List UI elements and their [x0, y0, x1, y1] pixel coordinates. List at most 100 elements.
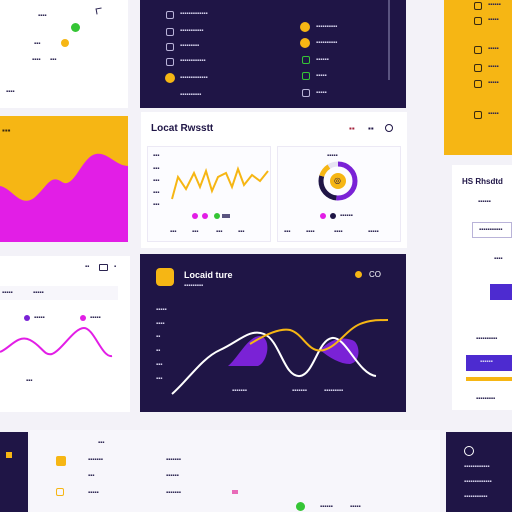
list-icon — [302, 56, 310, 64]
yellow-marker — [6, 452, 12, 458]
magenta-line-chart — [0, 326, 113, 357]
status-dot-green — [71, 23, 80, 32]
text-field[interactable]: ▪▪▪▪▪▪▪▪▪▪▪ — [472, 222, 512, 238]
list-icon — [166, 58, 174, 66]
y-label: ▪▪▪ — [156, 362, 163, 368]
strip-item[interactable]: ▪▪▪▪▪ — [350, 504, 361, 510]
legend-dot — [80, 315, 86, 321]
list-item[interactable]: ▪▪▪▪▪▪▪▪▪▪ — [316, 40, 338, 46]
card-row: ▪▪▪ — [34, 41, 41, 47]
list-item[interactable]: ▪▪▪▪▪▪▪▪▪▪▪▪ — [464, 464, 490, 470]
status-dot-yellow — [355, 271, 362, 278]
donut-label: ▪▪▪▪▪ — [327, 153, 338, 159]
list-item[interactable]: ▪▪▪▪▪ — [488, 46, 499, 52]
list-row[interactable]: ▪▪▪▪▪ ▪▪▪▪▪ — [0, 286, 118, 300]
list-item[interactable]: ▪▪▪▪▪ — [488, 111, 499, 117]
top-dark-panel: ▪▪▪▪▪▪▪▪▪▪▪▪▪ ▪▪▪▪▪▪▪▪▪▪▪ ▪▪▪▪▪▪▪▪▪ ▪▪▪▪… — [140, 0, 406, 108]
axis-label: ▪▪▪ — [153, 190, 160, 196]
image-icon[interactable] — [99, 264, 108, 271]
status-dot-yellow — [61, 39, 69, 47]
header-icons[interactable]: ▪▪ — [349, 124, 355, 133]
axis-label: ▪▪▪ — [153, 178, 160, 184]
status-dot-green — [296, 502, 305, 511]
right-white-panel: HS Rhsdtd ▪▪▪▪▪▪ ▪▪▪▪▪▪▪▪▪▪▪ ▪▪▪▪ ▪▪▪▪▪▪… — [452, 165, 512, 410]
axis-label: ▪▪▪ — [153, 166, 160, 172]
x-label: ▪▪▪▪▪▪▪ — [232, 388, 247, 394]
legend-dot — [214, 213, 220, 219]
list-item[interactable]: ▪▪▪▪▪ — [316, 73, 327, 79]
accent-bar[interactable] — [490, 284, 512, 300]
list-item[interactable]: ▪▪▪▪▪ — [488, 17, 499, 23]
list-item[interactable]: ▪▪▪▪▪▪ — [488, 2, 501, 8]
panel-link[interactable]: ▪▪▪▪▪▪▪▪▪▪ — [476, 336, 498, 342]
card-row: ▪▪▪ — [50, 57, 57, 63]
y-label: ▪▪ — [156, 334, 161, 340]
list-icon — [474, 46, 482, 54]
strip-item[interactable]: ▪▪▪ — [88, 473, 95, 479]
list-item[interactable]: ▪▪▪▪▪▪▪▪▪▪ — [316, 24, 338, 30]
list-item[interactable]: ▪▪▪▪▪▪▪▪▪▪ — [180, 92, 202, 98]
page-title: Locat Rwsstt — [151, 123, 214, 134]
x-label: ▪▪▪▪▪▪▪ — [292, 388, 307, 394]
row-label: ▪▪▪▪▪ — [34, 315, 45, 321]
card-title: Locaid ture — [184, 270, 233, 280]
x-tick: ▪▪▪ — [238, 229, 245, 235]
panel-caption: ▪▪▪▪ — [494, 256, 503, 262]
list-row[interactable]: ▪▪▪▪▪ ▪▪▪▪▪ — [0, 311, 118, 325]
row-label: ▪▪▪▪▪ — [2, 290, 13, 296]
list-icon[interactable] — [56, 488, 64, 496]
list-item[interactable]: ▪▪▪▪▪▪▪▪▪▪▪▪▪ — [180, 11, 208, 17]
list-item[interactable]: ▪▪▪▪▪▪▪▪▪ — [180, 43, 200, 49]
button-label: ▪▪▪▪▪▪ — [480, 359, 493, 365]
header-icons[interactable]: ▪▪ — [368, 124, 374, 133]
x-tick: ▪▪▪ — [284, 229, 291, 235]
strip-item[interactable]: ▪▪▪▪▪▪▪ — [166, 490, 181, 496]
chart-controls[interactable]: CO — [369, 270, 381, 279]
list-item[interactable]: ▪▪▪▪▪ — [316, 90, 327, 96]
x-tick: ▪▪▪ — [192, 229, 199, 235]
smiley-icon — [165, 73, 175, 83]
strip-item[interactable]: ▪▪▪▪▪▪ — [166, 473, 179, 479]
list-item[interactable]: ▪▪▪▪▪▪▪▪▪▪▪ — [464, 494, 488, 500]
header-icon[interactable]: ▪ — [114, 264, 117, 270]
list-item[interactable]: ▪▪▪▪▪▪▪▪▪▪▪▪▪ — [180, 75, 208, 81]
app-icon[interactable] — [56, 456, 66, 466]
y-label: ▪▪▪▪▪ — [156, 307, 167, 313]
cursor-icon — [95, 7, 103, 15]
strip-item[interactable]: ▪▪▪▪▪▪▪ — [88, 457, 103, 463]
strip-item[interactable]: ▪▪▪▪▪▪▪ — [166, 457, 181, 463]
x-tick: ▪▪▪ — [170, 229, 177, 235]
smiley-icon — [464, 446, 474, 456]
list-icon — [474, 64, 482, 72]
list-item[interactable]: ▪▪▪▪▪ — [488, 64, 499, 70]
card-subtitle: ▪▪▪▪▪▪▪▪▪ — [184, 283, 204, 289]
dark-chart-card: Locaid ture ▪▪▪▪▪▪▪▪▪ CO ▪▪▪▪▪ ▪▪▪▪ ▪▪ ▪… — [140, 254, 406, 412]
list-icon — [302, 89, 310, 97]
donut-chart-panel: ▪▪▪▪▪ ◎ ▪▪▪▪▪▪ ▪▪▪ ▪▪▪▪ ▪▪▪▪ ▪▪▪▪▪ — [277, 146, 401, 242]
primary-button[interactable]: ▪▪▪▪▪▪ — [466, 355, 512, 371]
yellow-bar — [466, 377, 512, 381]
list-item[interactable]: ▪▪▪▪▪ — [488, 80, 499, 86]
list-item[interactable]: ▪▪▪▪▪▪▪▪▪▪▪ — [180, 28, 204, 34]
panel-subtitle: ▪▪▪▪▪▪ — [478, 199, 491, 205]
legend-dot — [330, 213, 336, 219]
pink-marker — [232, 490, 238, 494]
magenta-wave-card: ▪▪▪ — [0, 116, 128, 242]
list-item[interactable]: ▪▪▪▪▪▪▪▪▪▪▪▪▪ — [464, 479, 492, 485]
legend-dot — [192, 213, 198, 219]
refresh-icon[interactable] — [385, 124, 393, 132]
strip-item[interactable]: ▪▪▪▪▪ — [88, 490, 99, 496]
panel-footer: ▪▪▪▪▪▪▪▪▪ — [476, 396, 496, 402]
list-item[interactable]: ▪▪▪▪▪▪▪▪▪▪▪▪ — [180, 58, 206, 64]
card-footer: ▪▪▪▪ — [6, 89, 15, 95]
smiley-icon — [300, 38, 310, 48]
card-row: ▪▪▪▪ — [38, 13, 47, 19]
header-icon[interactable]: ▪▪ — [85, 264, 90, 270]
list-item[interactable]: ▪▪▪▪▪▪ — [316, 57, 329, 63]
card-footer: ▪▪▪ — [26, 378, 33, 384]
legend-dot — [202, 213, 208, 219]
list-icon — [302, 72, 310, 80]
bottom-strip: ▪▪▪ ▪▪▪▪▪▪▪ ▪▪▪▪▪▪▪ ▪▪▪ ▪▪▪▪▪▪ ▪▪▪▪▪ ▪▪▪… — [30, 430, 440, 512]
row-value: ▪▪▪▪▪ — [90, 315, 101, 321]
strip-item[interactable]: ▪▪▪▪▪▪ — [320, 504, 333, 510]
